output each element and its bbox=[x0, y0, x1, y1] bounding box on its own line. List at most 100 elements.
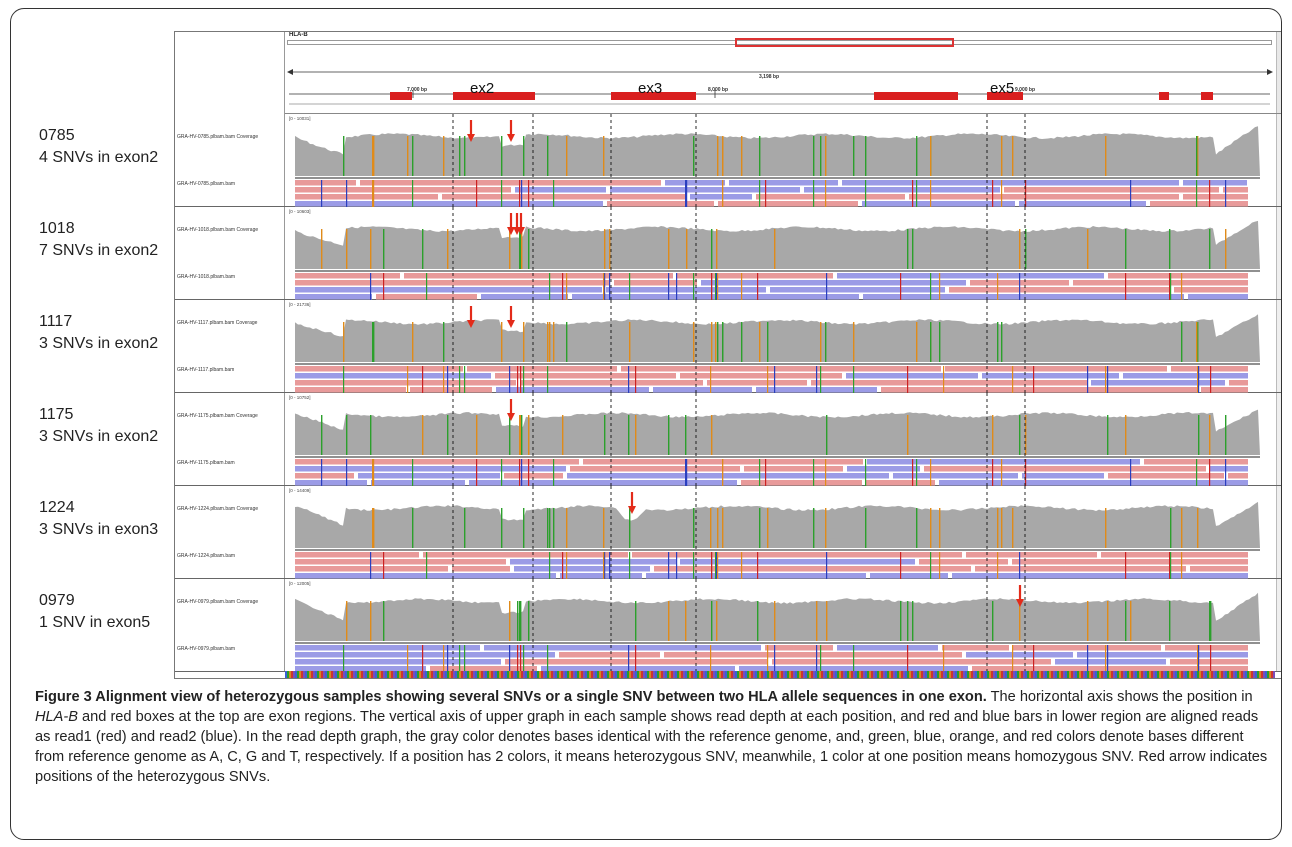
aligned-read bbox=[770, 287, 945, 293]
read-mismatch bbox=[816, 366, 818, 393]
ruler bbox=[287, 69, 1273, 105]
aligned-read bbox=[514, 566, 650, 572]
read-mismatch bbox=[710, 645, 712, 672]
track-scrollbar[interactable] bbox=[1276, 393, 1281, 485]
snv-arrow-head bbox=[507, 134, 515, 142]
chromosome-ideogram[interactable] bbox=[287, 40, 1272, 45]
read-mismatch bbox=[825, 180, 827, 207]
coverage-snv-bar bbox=[346, 601, 348, 641]
track-name-column: GRA-HV-1224.plbam.bam Coverage GRA-HV-12… bbox=[175, 486, 285, 578]
read-mismatch bbox=[774, 645, 776, 672]
track-scrollbar[interactable] bbox=[1276, 486, 1281, 578]
bam-track-name[interactable]: GRA-HV-0979.plbam.bam bbox=[177, 646, 236, 652]
coverage-snv-bar bbox=[1170, 508, 1172, 548]
coverage-track-name[interactable]: GRA-HV-1117.plbam.bam Coverage bbox=[177, 320, 258, 326]
bam-track-name[interactable]: GRA-HV-1018.plbam.bam bbox=[177, 274, 236, 280]
coverage-snv-bar bbox=[629, 508, 631, 548]
read-mismatch bbox=[1033, 645, 1035, 672]
track-graphics bbox=[295, 486, 1260, 579]
aligned-read bbox=[972, 666, 1248, 672]
bam-track-name[interactable]: GRA-HV-1224.plbam.bam bbox=[177, 553, 236, 559]
read-mismatch bbox=[628, 366, 630, 393]
coverage-snv-bar bbox=[422, 229, 424, 269]
coverage-snv-bar bbox=[997, 508, 999, 548]
aligned-read bbox=[744, 466, 843, 472]
aligned-read bbox=[295, 294, 372, 300]
aligned-read bbox=[811, 380, 1087, 386]
aligned-read bbox=[295, 373, 491, 379]
bam-track-name[interactable]: GRA-HV-1175.plbam.bam bbox=[177, 460, 235, 466]
read-mismatch bbox=[939, 552, 941, 579]
coverage-snv-bar bbox=[1197, 136, 1199, 176]
read-mismatch bbox=[865, 459, 867, 486]
aligned-read bbox=[1108, 473, 1224, 479]
track-scrollbar[interactable] bbox=[1276, 114, 1281, 206]
coverage-snv-bar bbox=[373, 322, 375, 362]
coverage-track-name[interactable]: GRA-HV-1224.plbam.bam Coverage bbox=[177, 506, 259, 512]
aligned-read bbox=[295, 194, 438, 200]
chromosome-view-window[interactable] bbox=[735, 38, 954, 47]
coverage-snv-bar bbox=[1025, 415, 1027, 455]
coverage-snv-bar bbox=[1012, 136, 1014, 176]
read-mismatch bbox=[820, 366, 822, 393]
read-mismatch bbox=[939, 273, 941, 300]
read-mismatch bbox=[813, 459, 815, 486]
aligned-read bbox=[863, 294, 1184, 300]
aligned-read bbox=[442, 194, 686, 200]
coverage-snv-bar bbox=[722, 322, 724, 362]
track-scrollbar[interactable] bbox=[1276, 579, 1281, 671]
coverage-track-name[interactable]: GRA-HV-1175.plbam.bam Coverage bbox=[177, 413, 258, 419]
aligned-read bbox=[295, 566, 448, 572]
read-mismatch bbox=[685, 180, 687, 207]
coverage-track-name[interactable]: GRA-HV-0785.plbam.bam Coverage bbox=[177, 134, 259, 140]
coverage-snv-bar bbox=[722, 136, 724, 176]
header-scrollbar[interactable] bbox=[1276, 32, 1281, 113]
coverage-snv-bar bbox=[1209, 601, 1211, 641]
aligned-read bbox=[1188, 294, 1248, 300]
aligned-read bbox=[765, 645, 833, 651]
coverage-snv-bar bbox=[459, 136, 461, 176]
coverage-snv-bar bbox=[553, 322, 555, 362]
aligned-read bbox=[404, 273, 673, 279]
snv-arrow-head bbox=[628, 506, 636, 514]
aligned-read bbox=[295, 473, 354, 479]
coverage-snv-bar bbox=[1087, 229, 1089, 269]
coverage-track-name[interactable]: GRA-HV-0979.plbam.bam Coverage bbox=[177, 599, 259, 605]
track-scrollbar[interactable] bbox=[1276, 300, 1281, 392]
coverage-track-name[interactable]: GRA-HV-1018.plbam.bam Coverage bbox=[177, 227, 259, 233]
read-mismatch bbox=[1196, 180, 1198, 207]
read-mismatch bbox=[716, 552, 718, 579]
coverage-snv-bar bbox=[603, 136, 605, 176]
aligned-read bbox=[772, 659, 1051, 665]
aligned-read bbox=[484, 645, 761, 651]
read-mismatch bbox=[635, 366, 637, 393]
coverage-snv-bar bbox=[1209, 415, 1211, 455]
read-mismatch bbox=[943, 366, 945, 393]
read-mismatch bbox=[930, 273, 932, 300]
aligned-read bbox=[295, 466, 566, 472]
read-mismatch bbox=[765, 459, 767, 486]
read-mismatch bbox=[1105, 645, 1107, 672]
coverage-snv-bar bbox=[907, 601, 909, 641]
sample-track: GRA-HV-1018.plbam.bam Coverage GRA-HV-10… bbox=[175, 207, 1281, 300]
bam-track-name[interactable]: GRA-HV-1117.plbam.bam bbox=[177, 367, 235, 373]
exon-label-ex5: ex5 bbox=[990, 80, 1015, 97]
track-scrollbar[interactable] bbox=[1276, 207, 1281, 299]
read-mismatch bbox=[722, 459, 724, 486]
read-mismatch bbox=[547, 366, 549, 393]
sample-note: 4 SNVs in exon2 bbox=[39, 149, 159, 166]
read-mismatch bbox=[1012, 366, 1014, 393]
coverage-snv-bar bbox=[685, 601, 687, 641]
read-mismatch bbox=[1210, 645, 1212, 672]
read-mismatch bbox=[741, 552, 743, 579]
bam-track-name[interactable]: GRA-HV-0785.plbam.bam bbox=[177, 181, 236, 187]
exon-label-ex3: ex3 bbox=[638, 80, 663, 97]
read-mismatch bbox=[992, 459, 994, 486]
read-mismatch bbox=[992, 180, 994, 207]
read-mismatch bbox=[711, 273, 713, 300]
coverage-snv-bar bbox=[519, 229, 521, 269]
aligned-read bbox=[677, 273, 833, 279]
read-mismatch bbox=[443, 645, 445, 672]
aligned-read bbox=[690, 194, 752, 200]
coverage-snv-bar bbox=[710, 508, 712, 548]
